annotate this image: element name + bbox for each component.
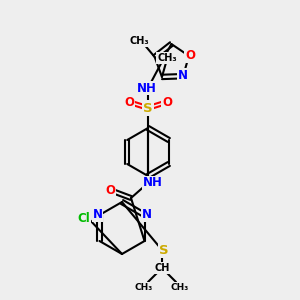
- Text: N: N: [92, 208, 103, 221]
- Text: O: O: [185, 49, 195, 62]
- Text: N: N: [142, 208, 152, 221]
- Text: CH: CH: [154, 263, 170, 273]
- Text: O: O: [105, 184, 115, 197]
- Text: CH₃: CH₃: [171, 283, 189, 292]
- Text: S: S: [143, 101, 153, 115]
- Text: NH: NH: [143, 176, 163, 190]
- Text: N: N: [178, 69, 188, 82]
- Text: O: O: [124, 95, 134, 109]
- Text: CH₃: CH₃: [130, 36, 149, 46]
- Text: CH₃: CH₃: [135, 283, 153, 292]
- Text: S: S: [159, 244, 169, 256]
- Text: NH: NH: [137, 82, 157, 94]
- Text: Cl: Cl: [78, 212, 90, 224]
- Text: O: O: [162, 95, 172, 109]
- Text: CH₃: CH₃: [157, 53, 177, 63]
